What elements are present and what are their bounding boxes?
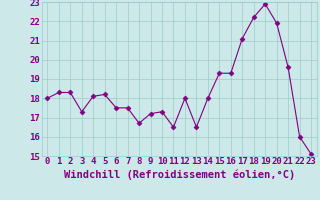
X-axis label: Windchill (Refroidissement éolien,°C): Windchill (Refroidissement éolien,°C) bbox=[64, 169, 295, 180]
